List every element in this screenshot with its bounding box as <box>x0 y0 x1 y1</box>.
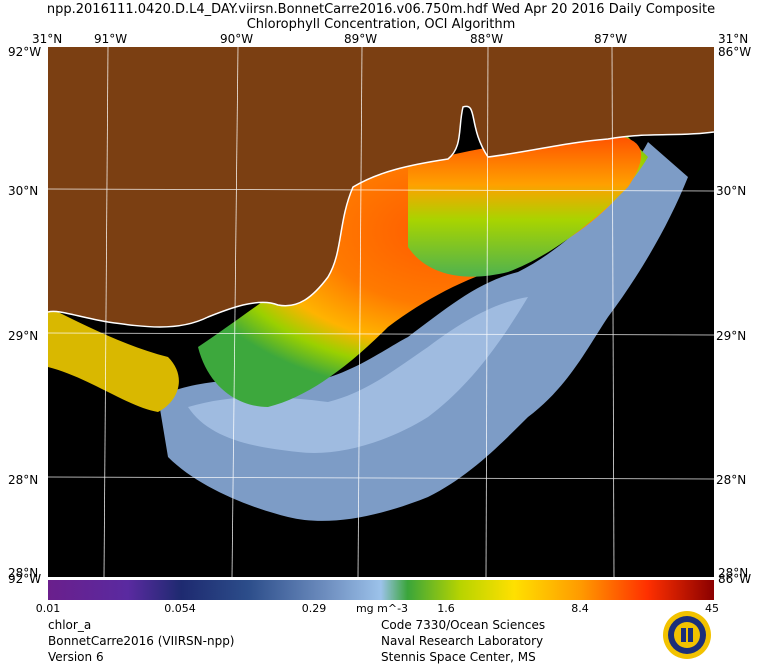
meridian-line-3 <box>357 47 363 577</box>
lat-label-30n-right: 30°N <box>716 184 747 198</box>
footer-variable: chlor_a <box>48 618 92 632</box>
title-line-2: Chlorophyll Concentration, OCI Algorithm <box>246 17 516 32</box>
chlorophyll-map <box>48 47 714 577</box>
colorbar-tick-4: 8.4 <box>571 602 589 615</box>
colorbar-tick-1: 0.054 <box>164 602 196 615</box>
corner-label-bottom-right-lon: 86°W <box>718 572 752 586</box>
corner-label-bottom-right: 28°N <box>718 566 749 580</box>
lon-label-87w: 87°W <box>594 32 628 46</box>
meridian-line-5 <box>611 47 615 577</box>
colorbar <box>48 580 714 600</box>
graticule <box>48 47 714 577</box>
footer-code: Code 7330/Ocean Sciences <box>381 618 546 632</box>
lon-label-90w: 90°W <box>220 32 254 46</box>
colorbar-unit: mg m^-3 <box>355 602 409 615</box>
lon-label-91w: 91°W <box>94 32 128 46</box>
lat-label-28n-right: 28°N <box>716 473 747 487</box>
colorbar-tick-2: 0.29 <box>301 602 327 615</box>
east-shelf-plume <box>408 135 642 277</box>
meridian-line-1 <box>103 47 109 577</box>
meridian-line-4 <box>485 47 489 577</box>
title-line-1: npp.2016111.0420.D.L4_DAY.viirsn.BonnetC… <box>46 2 716 17</box>
corner-label-bottom-left-lon: 92°W <box>8 572 42 586</box>
meridian-line-2 <box>231 47 239 577</box>
corner-label-top-right: 31°N <box>718 32 749 46</box>
coastline <box>48 105 714 328</box>
lat-label-28n-left: 28°N <box>8 473 39 487</box>
lat-label-29n-right: 29°N <box>716 329 747 343</box>
colorbar-tick-0: 0.01 <box>35 602 61 615</box>
corner-label-top-left-lon: 92°W <box>8 45 42 59</box>
footer-dataset: BonnetCarre2016 (VIIRSN-npp) <box>48 634 235 648</box>
colorbar-tick-3: 1.6 <box>437 602 455 615</box>
lon-label-88w: 88°W <box>470 32 504 46</box>
nrl-seal-logo <box>663 611 711 659</box>
colorbar-fill <box>48 580 714 600</box>
corner-label-top-right-lon: 86°W <box>718 45 752 59</box>
lat-label-29n-left: 29°N <box>8 329 39 343</box>
land-mass <box>48 47 714 327</box>
parallel-line-2 <box>48 332 714 336</box>
parallel-line-1 <box>48 188 714 192</box>
lon-label-89w: 89°W <box>344 32 378 46</box>
colorbar-tick-5: 45 <box>705 602 719 615</box>
footer-lab: Naval Research Laboratory <box>381 634 544 648</box>
footer-version: Version 6 <box>48 650 104 664</box>
offshore-water-light <box>188 297 528 453</box>
corner-label-bottom-left: 28°N <box>8 566 39 580</box>
parallel-line-3 <box>48 476 714 480</box>
corner-label-top-left: 31°N <box>32 32 63 46</box>
lat-label-30n-left: 30°N <box>8 184 39 198</box>
footer-location: Stennis Space Center, MS <box>381 650 536 664</box>
